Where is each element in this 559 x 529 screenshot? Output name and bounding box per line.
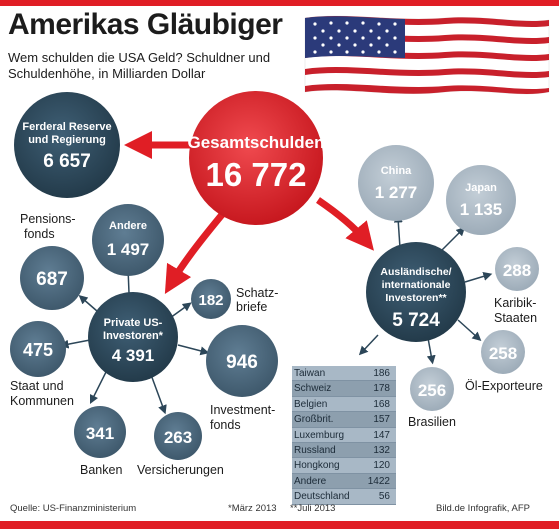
karibik-label-1: Karibik- xyxy=(494,296,536,310)
versicherungen-bubble xyxy=(154,412,202,460)
table-row: Hongkong 120 xyxy=(292,458,396,474)
foreign-label-2: internationale xyxy=(382,279,451,291)
karibik-bubble xyxy=(495,247,539,291)
pension-label-1: Pensions- xyxy=(20,212,76,226)
banken-label: Banken xyxy=(80,463,122,477)
arrow-to-foreign xyxy=(316,197,374,251)
pension-value: 687 xyxy=(36,269,68,290)
table-country: Großbrit. xyxy=(294,414,334,426)
foreign-investors-bubble xyxy=(366,242,466,342)
table-row: Deutschland 56 xyxy=(292,489,396,505)
foreign-arrows xyxy=(358,213,493,365)
schatz-label-2: briefe xyxy=(236,300,267,314)
source-note: Quelle: US-Finanzministerium xyxy=(10,503,137,514)
table-row: Großbrit. 157 xyxy=(292,412,396,428)
fed-value: 6 657 xyxy=(43,151,91,172)
staat-label-2: Kommunen xyxy=(10,394,74,408)
schatz-label-1: Schatz- xyxy=(236,286,278,300)
andere-label: Andere xyxy=(109,220,147,232)
pension-bubble xyxy=(20,246,84,310)
versicherungen-value: 263 xyxy=(164,428,192,447)
table-value: 56 xyxy=(378,491,390,503)
table-country: Luxemburg xyxy=(294,429,345,441)
fed-label-2: und Regierung xyxy=(28,134,106,146)
investment-bubble xyxy=(206,325,278,397)
versicherungen-label: Versicherungen xyxy=(137,463,224,477)
table-country: Schweiz xyxy=(294,383,332,395)
china-label: China xyxy=(381,165,412,177)
oel-bubble xyxy=(481,330,525,374)
table-row: Andere 1422 xyxy=(292,473,396,490)
arrow-to-private xyxy=(164,202,233,295)
table-value: 120 xyxy=(373,460,390,472)
table-value: 132 xyxy=(373,444,390,456)
foreign-value: 5 724 xyxy=(392,310,440,331)
footnote-1: *März 2013 xyxy=(228,503,277,514)
pension-label-2: fonds xyxy=(24,227,55,241)
table-row: Taiwan 186 xyxy=(292,366,396,382)
brasilien-label: Brasilien xyxy=(408,415,456,429)
table-country: Hongkong xyxy=(294,460,340,472)
table-value: 1422 xyxy=(367,475,390,487)
table-row: Russland 132 xyxy=(292,442,396,459)
foreign-label-3: Investoren** xyxy=(385,292,447,304)
total-value: 16 772 xyxy=(206,156,307,193)
private-label-1: Private US- xyxy=(104,317,163,329)
karibik-value: 288 xyxy=(503,261,531,280)
brasilien-bubble xyxy=(410,367,454,411)
table-country: Andere xyxy=(294,475,327,487)
schatz-bubble xyxy=(191,279,231,319)
banken-bubble xyxy=(74,406,126,458)
us-flag-icon xyxy=(304,15,550,95)
table-country: Deutschland xyxy=(294,491,350,503)
fed-label-1: Ferderal Reserve xyxy=(22,121,111,133)
total-label: Gesamtschulden xyxy=(188,133,325,152)
table-value: 168 xyxy=(373,398,390,410)
table-row: Schweiz 178 xyxy=(292,381,396,397)
private-label-2: Investoren* xyxy=(103,330,164,342)
andere-bubble xyxy=(92,204,164,276)
table-row: Belgien 168 xyxy=(292,396,396,413)
staat-bubble xyxy=(10,321,66,377)
table-value: 178 xyxy=(373,383,390,395)
other-countries-table: Taiwan 186 Schweiz 178 Belgien 168 Großbrit. 15… xyxy=(292,366,396,505)
karibik-label-2: Staaten xyxy=(494,311,537,325)
japan-bubble xyxy=(446,165,516,235)
oel-value: 258 xyxy=(489,344,517,363)
page-title: Amerikas Gläubiger xyxy=(8,8,283,41)
table-country: Belgien xyxy=(294,398,328,410)
oel-label: Öl-Exporteure xyxy=(465,379,543,393)
japan-label: Japan xyxy=(465,182,497,194)
table-value: 147 xyxy=(373,429,390,441)
bottom-red-bar xyxy=(0,521,559,529)
table-country: Taiwan xyxy=(294,368,326,379)
investment-label-2: fonds xyxy=(210,418,241,432)
private-value: 4 391 xyxy=(112,346,155,365)
table-value: 186 xyxy=(373,368,390,379)
total-debt-bubble xyxy=(189,91,323,225)
banken-value: 341 xyxy=(86,424,114,443)
japan-value: 1 135 xyxy=(460,200,503,219)
investment-label-1: Investment- xyxy=(210,403,275,417)
table-value: 157 xyxy=(373,414,390,426)
china-bubble xyxy=(358,145,434,221)
investment-value: 946 xyxy=(226,352,258,373)
china-value: 1 277 xyxy=(375,183,418,202)
private-investors-bubble xyxy=(88,292,178,382)
fed-bubble xyxy=(14,92,120,198)
brasilien-value: 256 xyxy=(418,381,446,400)
table-row: Luxemburg 147 xyxy=(292,427,396,443)
page-subtitle: Wem schulden die USA Geld? Schuldner und… xyxy=(8,50,271,81)
credit-note: Bild.de Infografik, AFP xyxy=(436,503,530,514)
andere-value: 1 497 xyxy=(107,240,150,259)
staat-value: 475 xyxy=(23,340,53,360)
footnote-2: **Juli 2013 xyxy=(290,503,336,514)
staat-label-1: Staat und xyxy=(10,379,64,393)
top-red-bar xyxy=(0,0,559,6)
schatz-value: 182 xyxy=(198,292,223,309)
table-country: Russland xyxy=(294,444,336,456)
foreign-label-1: Ausländische/ xyxy=(380,266,451,278)
